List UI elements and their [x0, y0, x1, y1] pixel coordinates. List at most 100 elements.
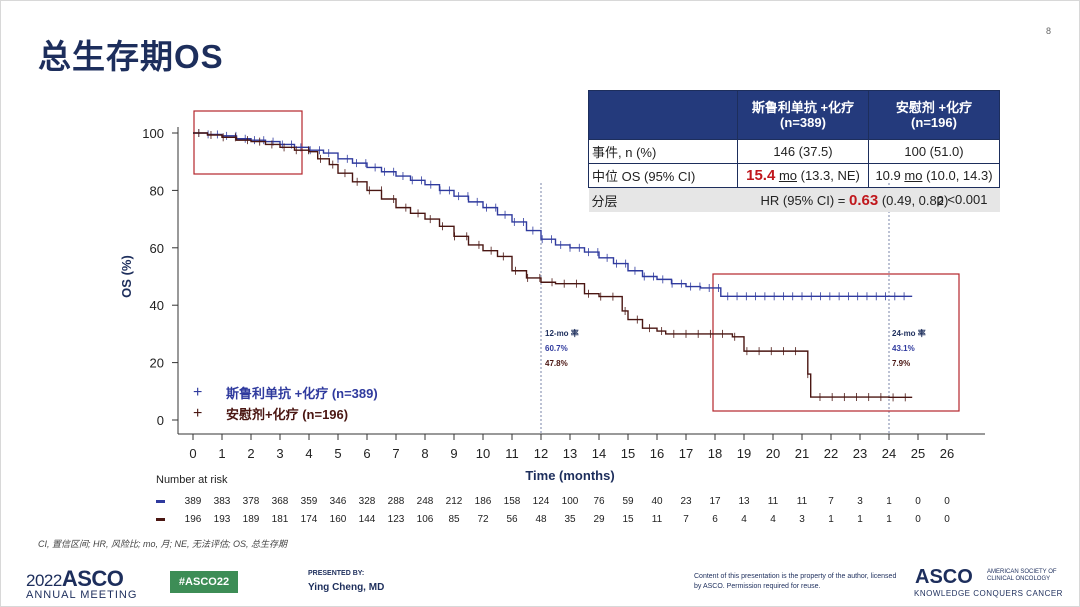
stats-header-serp: 斯鲁利单抗 +化疗 (n=389)	[737, 90, 869, 140]
hashtag-badge: #ASCO22	[170, 571, 238, 593]
y-tick-label: 0	[157, 413, 164, 428]
risk-marker-pbo	[156, 518, 165, 521]
risk-value-serp: 328	[358, 496, 376, 507]
x-tick-label: 21	[795, 446, 809, 461]
x-tick-label: 17	[679, 446, 693, 461]
risk-value-serp: 7	[828, 496, 834, 507]
x-tick-label: 5	[334, 446, 341, 461]
risk-value-pbo: 1	[857, 514, 863, 525]
y-axis-label: OS (%)	[119, 255, 134, 298]
stats-header-row: 斯鲁利单抗 +化疗 (n=389) 安慰剂 +化疗 (n=196)	[588, 90, 1000, 140]
risk-value-serp: 0	[915, 496, 921, 507]
risk-value-serp: 100	[561, 496, 579, 507]
p-value: p <0.001	[936, 192, 988, 207]
hr-text: HR (95% CI) = 0.63 (0.49, 0.82)	[741, 191, 949, 209]
risk-value-serp: 383	[213, 496, 231, 507]
x-tick-label: 7	[392, 446, 399, 461]
risk-value-pbo: 196	[184, 514, 202, 525]
hr-cell: HR (95% CI) = 0.63 (0.49, 0.82) p <0.001	[737, 187, 1000, 212]
risk-value-pbo: 193	[213, 514, 231, 525]
risk-value-serp: 0	[944, 496, 950, 507]
pbo-header-n: (n=196)	[911, 115, 957, 130]
y-tick-label: 60	[150, 241, 164, 256]
x-tick-label: 0	[189, 446, 196, 461]
annotation-12mo-serp: 60.7%	[545, 344, 568, 353]
risk-value-serp: 346	[329, 496, 347, 507]
x-tick-label: 16	[650, 446, 664, 461]
risk-value-serp: 11	[767, 496, 779, 507]
y-tick-label: 100	[142, 126, 164, 141]
risk-value-pbo: 1	[828, 514, 834, 525]
x-tick-label: 8	[421, 446, 428, 461]
x-tick-label: 23	[853, 446, 867, 461]
risk-value-pbo: 4	[741, 514, 747, 525]
events-serp: 146 (37.5)	[737, 139, 869, 164]
stats-header-blank	[588, 90, 738, 140]
risk-value-pbo: 85	[448, 514, 460, 525]
risk-value-pbo: 3	[799, 514, 805, 525]
hr-prefix: HR (95% CI) =	[760, 192, 849, 208]
annotation-24mo-pbo: 7.9%	[892, 359, 910, 368]
presenter-name: Ying Cheng, MD	[308, 582, 385, 593]
serp-header-label: 斯鲁利单抗 +化疗	[751, 100, 855, 115]
annotation-12mo-pbo: 47.8%	[545, 359, 568, 368]
asco-logo: ASCO	[915, 566, 973, 588]
x-tick-label: 18	[708, 446, 722, 461]
annotation-24mo-serp: 43.1%	[892, 344, 915, 353]
x-tick-label: 3	[276, 446, 283, 461]
legend-item-pbo: + 安慰剂+化疗 (n=196)	[193, 403, 378, 424]
x-tick-label: 26	[940, 446, 954, 461]
median-pbo-ci: (10.0, 14.3)	[926, 168, 993, 183]
risk-value-serp: 378	[242, 496, 260, 507]
risk-value-pbo: 106	[416, 514, 434, 525]
events-pbo: 100 (51.0)	[868, 139, 1000, 164]
hr-value: 0.63	[849, 191, 879, 209]
asco-meeting-label: ANNUAL MEETING	[26, 589, 138, 601]
risk-value-serp: 13	[738, 496, 750, 507]
risk-value-pbo: 1	[886, 514, 892, 525]
risk-value-pbo: 160	[329, 514, 347, 525]
stats-table: 斯鲁利单抗 +化疗 (n=389) 安慰剂 +化疗 (n=196) 事件, n …	[588, 90, 1000, 212]
risk-value-serp: 186	[474, 496, 492, 507]
strat-label: 分层	[588, 187, 738, 212]
median-serp-ci: (13.3, NE)	[800, 168, 860, 183]
y-tick-label: 20	[150, 356, 164, 371]
risk-value-serp: 59	[622, 496, 634, 507]
median-pbo-unit: mo	[904, 168, 923, 183]
x-tick-label: 6	[363, 446, 370, 461]
risk-value-serp: 288	[387, 496, 405, 507]
risk-value-serp: 212	[445, 496, 463, 507]
x-tick-label: 19	[737, 446, 751, 461]
asco-name: ASCO	[61, 566, 124, 591]
km-curve-pbo	[193, 132, 913, 399]
risk-value-pbo: 0	[915, 514, 921, 525]
risk-value-serp: 124	[532, 496, 550, 507]
x-tick-label: 9	[450, 446, 457, 461]
risk-value-pbo: 35	[564, 514, 576, 525]
x-tick-label: 25	[911, 446, 925, 461]
risk-value-pbo: 4	[770, 514, 776, 525]
x-tick-label: 4	[305, 446, 312, 461]
footnote: CI, 置信区间; HR, 风险比; mo, 月; NE, 无法评估; OS, …	[38, 539, 288, 549]
chart-legend: + 斯鲁利单抗 +化疗 (n=389) + 安慰剂+化疗 (n=196)	[193, 382, 378, 424]
highlight-box-early	[193, 110, 303, 175]
x-tick-label: 15	[621, 446, 635, 461]
page-number: 8	[1045, 26, 1051, 36]
risk-value-pbo: 123	[387, 514, 405, 525]
legend-marker-pbo: +	[193, 404, 203, 422]
x-tick-label: 12	[534, 446, 548, 461]
hr-ci: (0.49, 0.82)	[881, 192, 949, 208]
risk-value-pbo: 144	[358, 514, 376, 525]
risk-value-serp: 368	[271, 496, 289, 507]
risk-value-serp: 359	[300, 496, 318, 507]
serp-header-n: (n=389)	[780, 115, 826, 130]
strat-row: 分层 HR (95% CI) = 0.63 (0.49, 0.82) p <0.…	[588, 187, 1000, 212]
risk-table-title: Number at risk	[156, 474, 228, 486]
risk-value-pbo: 6	[712, 514, 718, 525]
median-label: 中位 OS (95% CI)	[588, 163, 738, 188]
asco-meeting-logo: 2022ASCO	[26, 566, 124, 592]
median-serp-value: 15.4	[746, 167, 776, 184]
x-tick-label: 24	[882, 446, 896, 461]
y-tick-label: 80	[150, 183, 164, 198]
